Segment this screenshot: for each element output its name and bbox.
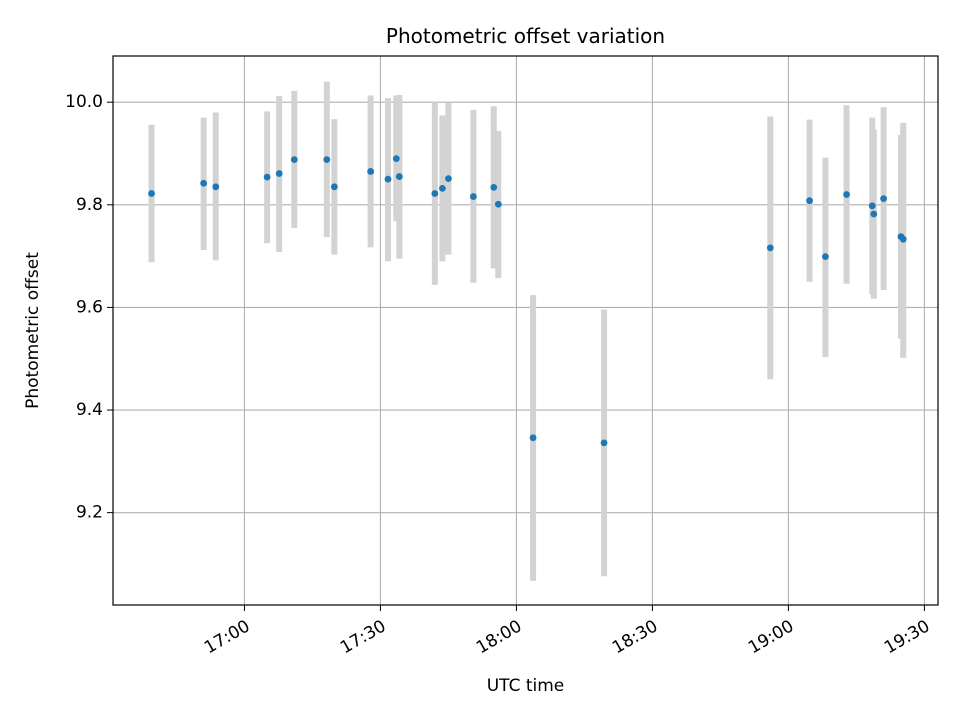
data-point	[529, 434, 537, 442]
y-tick-label: 9.6	[76, 297, 103, 317]
grid-lines	[113, 56, 938, 605]
data-point	[290, 156, 298, 164]
data-point	[868, 202, 876, 210]
data-point	[330, 183, 338, 191]
x-axis-title: UTC time	[487, 676, 565, 696]
data-point	[880, 195, 888, 203]
y-tick-label: 10.0	[65, 92, 103, 112]
data-point	[469, 193, 477, 200]
data-point	[766, 244, 774, 252]
data-point	[490, 183, 498, 191]
data-point	[263, 173, 271, 181]
data-point	[806, 197, 813, 205]
data-point	[148, 190, 155, 197]
y-tick-label: 9.4	[76, 400, 103, 420]
data-point	[323, 156, 331, 164]
data-point	[212, 183, 220, 191]
data-point	[445, 175, 452, 183]
data-point	[870, 210, 878, 218]
y-tick-label: 9.2	[76, 503, 103, 523]
data-point	[600, 439, 608, 447]
data-point	[200, 179, 208, 187]
y-tick-label: 9.8	[76, 195, 103, 215]
data-point	[843, 191, 850, 198]
data-point	[899, 235, 907, 243]
data-point	[431, 190, 439, 197]
data-points	[148, 155, 907, 447]
data-point	[822, 253, 829, 261]
data-point	[392, 155, 400, 163]
data-point	[438, 184, 446, 192]
y-axis-title: Photometric offset	[23, 252, 43, 409]
data-point	[275, 170, 283, 177]
data-point	[384, 175, 392, 183]
data-point	[494, 200, 502, 208]
plot-frame	[112, 55, 939, 606]
chart-title: Photometric offset variation	[386, 24, 665, 48]
data-point	[367, 168, 375, 175]
data-point	[395, 173, 403, 180]
